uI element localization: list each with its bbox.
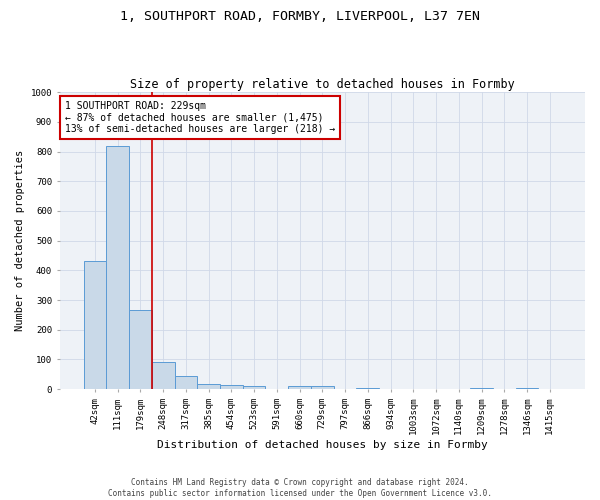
Text: 1 SOUTHPORT ROAD: 229sqm
← 87% of detached houses are smaller (1,475)
13% of sem: 1 SOUTHPORT ROAD: 229sqm ← 87% of detach… [65,101,335,134]
Bar [175,376,197,389]
Bar [515,388,538,389]
Text: 1, SOUTHPORT ROAD, FORMBY, LIVERPOOL, L37 7EN: 1, SOUTHPORT ROAD, FORMBY, LIVERPOOL, L3… [120,10,480,23]
Bar [220,384,243,389]
Title: Size of property relative to detached houses in Formby: Size of property relative to detached ho… [130,78,515,91]
Y-axis label: Number of detached properties: Number of detached properties [15,150,25,332]
Bar [83,262,106,389]
Bar [311,386,334,389]
Bar [106,146,129,389]
Bar [470,388,493,389]
Bar [288,386,311,389]
Bar [152,362,175,389]
Bar [197,384,220,389]
Bar [129,310,152,389]
X-axis label: Distribution of detached houses by size in Formby: Distribution of detached houses by size … [157,440,488,450]
Bar [243,386,265,389]
Text: Contains HM Land Registry data © Crown copyright and database right 2024.
Contai: Contains HM Land Registry data © Crown c… [108,478,492,498]
Bar [356,388,379,389]
